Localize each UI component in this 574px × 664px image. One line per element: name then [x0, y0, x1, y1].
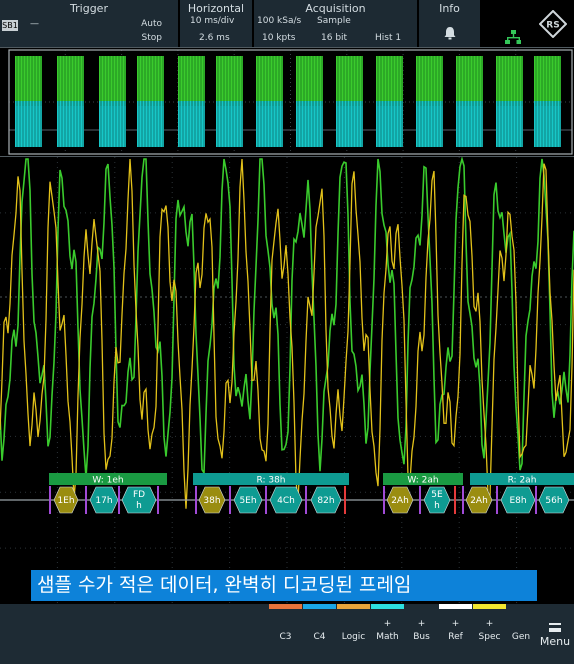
status-header: Trigger SB1 — Auto Stop Horizontal 10 ms… [0, 0, 574, 47]
c3-button[interactable]: C3 [269, 604, 302, 664]
math-plus: + [371, 619, 404, 629]
math-label: Math [371, 632, 404, 642]
bus-button[interactable]: + Bus [405, 604, 438, 664]
c3-label: C3 [269, 632, 302, 642]
decode-byte-label: 5E [431, 490, 443, 500]
overview-waveform [0, 48, 574, 158]
time-scale: 10 ms/div [190, 16, 234, 26]
caption-banner: 샘플 수가 적은 데이터, 완벽히 디코딩된 프레임 [31, 570, 537, 601]
ref-button[interactable]: + Ref [439, 604, 472, 664]
info-title: Info [419, 2, 480, 15]
decode-byte-label: E8h [509, 496, 526, 506]
svg-text:RS: RS [546, 21, 559, 31]
waveform-diagram[interactable]: W: 1eh R: 38h W: 2ah R: 2ah 1Eh 17h FD h 38h 5Eh 4… [0, 157, 574, 604]
info-panel[interactable]: Info [419, 0, 480, 47]
decode-byte-label: 4Ch [277, 496, 295, 506]
rohde-schwarz-logo: RS [539, 10, 567, 38]
ref-label: Ref [439, 632, 472, 642]
decode-byte-label: FD [133, 490, 145, 500]
hamburger-icon [549, 623, 561, 632]
horizontal-position: 2.6 ms [199, 33, 230, 43]
bus-color-bar [405, 604, 438, 609]
c4-label: C4 [303, 632, 336, 642]
gen-color-bar [507, 604, 535, 609]
record-length: 10 kpts [262, 33, 295, 43]
decode-frame-label: R: 2ah [508, 476, 537, 486]
bus-plus: + [405, 619, 438, 629]
menu-button[interactable]: Menu [536, 604, 574, 664]
sample-rate: 100 kSa/s [257, 16, 301, 26]
trigger-panel[interactable]: Trigger SB1 — Auto Stop [0, 0, 178, 47]
gen-button[interactable]: Gen [507, 604, 535, 664]
decode-byte-label: h [434, 501, 440, 511]
gen-label: Gen [507, 632, 535, 642]
resolution: 16 bit [321, 33, 347, 43]
decode-byte-label: 56h [545, 496, 562, 506]
trigger-mode: Auto [141, 19, 162, 29]
logic-color-bar [337, 604, 370, 609]
decode-byte-label: 1Eh [57, 496, 74, 506]
decode-frame-label: R: 38h [256, 476, 285, 486]
bus-label: Bus [405, 632, 438, 642]
trigger-title: Trigger [0, 2, 178, 15]
c3-color-bar [269, 604, 302, 609]
c4-button[interactable]: C4 [303, 604, 336, 664]
network-icon[interactable] [505, 30, 521, 44]
histogram-label: Hist 1 [375, 33, 401, 43]
acquisition-title: Acquisition [254, 2, 417, 15]
green-trace [0, 159, 574, 477]
channel-green-trace [0, 159, 574, 477]
menu-label: Menu [536, 635, 574, 648]
channel-yellow-trace [0, 159, 574, 509]
spec-label: Spec [473, 632, 506, 642]
decode-byte-label: 38h [203, 496, 220, 506]
bottom-toolbar: C3 C4 Logic + Math + Bus + Ref + Spec Ge… [0, 604, 574, 664]
ref-plus: + [439, 619, 472, 629]
acquisition-panel[interactable]: Acquisition 100 kSa/s Sample 10 kpts 16 … [254, 0, 417, 47]
logic-button[interactable]: Logic [337, 604, 370, 664]
decode-byte-label: 2Ah [391, 496, 409, 506]
trigger-source-badge: SB1 [2, 20, 18, 31]
spec-color-bar [473, 604, 506, 609]
decode-frame-label: W: 1eh [92, 476, 123, 486]
decode-byte-label: 2Ah [470, 496, 488, 506]
ref-color-bar [439, 604, 472, 609]
decode-byte-label: 82h [317, 496, 334, 506]
math-button[interactable]: + Math [371, 604, 404, 664]
decode-byte-label: 5Eh [239, 496, 256, 506]
trigger-level: — [30, 19, 39, 29]
horizontal-title: Horizontal [180, 2, 252, 15]
trigger-state: Stop [142, 33, 162, 43]
spec-button[interactable]: + Spec [473, 604, 506, 664]
horizontal-panel[interactable]: Horizontal 10 ms/div 2.6 ms [180, 0, 252, 47]
acquisition-mode: Sample [317, 16, 351, 26]
decode-frame-label: W: 2ah [407, 476, 438, 486]
decode-byte-label: h [136, 501, 142, 511]
zoom-overview[interactable] [0, 47, 574, 157]
decode-byte-label: 17h [95, 496, 112, 506]
c4-color-bar [303, 604, 336, 609]
bell-icon [443, 26, 457, 40]
logic-label: Logic [337, 632, 370, 642]
yellow-trace [0, 159, 574, 509]
spec-plus: + [473, 619, 506, 629]
math-color-bar [371, 604, 404, 609]
